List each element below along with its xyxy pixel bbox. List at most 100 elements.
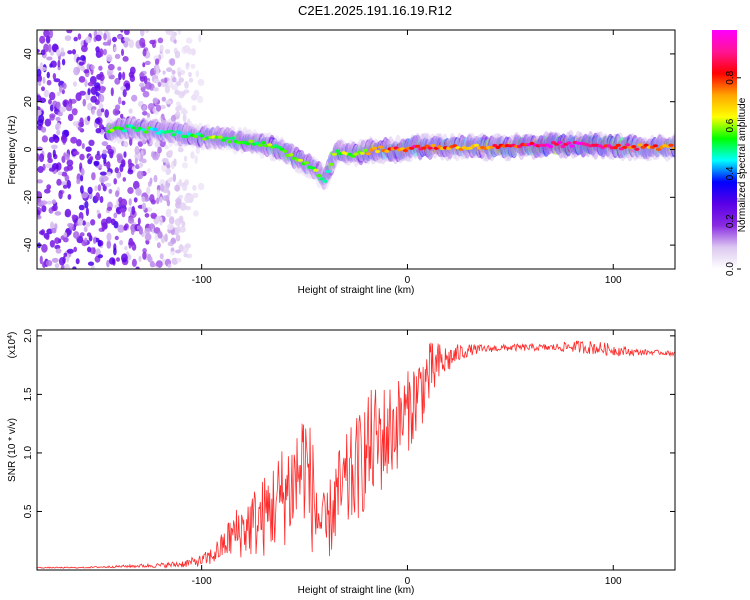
- spectrogram-noise-blob: [155, 215, 163, 221]
- spectrogram-noise-blob: [180, 69, 186, 75]
- figure-title: C2E1.2025.191.16.19.R12: [298, 3, 452, 18]
- spectrogram-noise-blob: [38, 153, 45, 163]
- spectrogram-x-tick-label: 100: [605, 275, 622, 286]
- spectrogram-noise-blob: [49, 104, 54, 112]
- spectrogram-noise-blob: [174, 50, 181, 59]
- spectrogram-noise-blob: [87, 81, 95, 87]
- spectrogram-ridge-core: [177, 131, 183, 135]
- spectrogram-noise-blob: [80, 174, 84, 182]
- spectrogram-noise-blob: [37, 146, 43, 151]
- spectrogram-noise-blob: [106, 240, 112, 249]
- spectrogram-noise-blob: [185, 62, 190, 67]
- spectrogram-noise-blob: [55, 122, 61, 131]
- spectrogram-noise-blob: [181, 162, 188, 169]
- spectrogram-noise-blob: [59, 85, 63, 93]
- spectrogram-noise-blob: [71, 108, 78, 116]
- spectrogram-noise-blob: [173, 39, 177, 44]
- spectrogram-noise-blob: [96, 150, 100, 156]
- spectrogram-noise-blob: [197, 78, 205, 86]
- spectrogram-noise-blob: [127, 254, 132, 261]
- spectrogram-noise-blob: [83, 226, 88, 233]
- spectrogram-ridge-core: [634, 147, 640, 151]
- spectrogram-noise-blob: [67, 194, 72, 200]
- spectrogram-noise-blob: [72, 49, 76, 55]
- spectrogram-noise-blob: [76, 139, 82, 147]
- spectrogram-noise-blob: [116, 172, 121, 179]
- spectrogram-noise-blob: [123, 151, 127, 158]
- spectrogram-ridge-core: [668, 143, 674, 147]
- spectrogram-noise-blob: [92, 237, 97, 245]
- spectrogram-noise-blob: [138, 226, 143, 235]
- spectrogram-ridge-core: [334, 149, 341, 153]
- snr-x-ticks: -100 0 100: [192, 330, 622, 587]
- spectrogram-noise-blob: [117, 224, 125, 233]
- snr-x-tick-label: 0: [405, 576, 411, 587]
- spectrogram-noise-blob: [99, 175, 106, 184]
- spectrogram-ridge-core: [640, 145, 646, 149]
- spectrogram-noise-blob: [81, 191, 88, 199]
- spectrogram-noise-blob: [160, 52, 164, 60]
- spectrogram-noise-blob: [190, 48, 196, 56]
- spectrogram-ridge-core: [331, 152, 337, 156]
- spectrogram-noise-blob: [65, 153, 70, 161]
- spectrogram-noise-blob: [170, 247, 175, 252]
- spectrogram-x-label: Height of straight line (km): [298, 285, 415, 296]
- spectrogram-noise-blob: [158, 54, 162, 61]
- spectrogram-noise-blob: [39, 230, 44, 235]
- spectrogram-noise-blob: [66, 30, 73, 34]
- spectrogram-noise-blob: [115, 104, 121, 111]
- spectrogram-ridge-core: [260, 141, 266, 145]
- spectrogram-ridge-core: [421, 146, 427, 150]
- spectrogram-noise-blob: [104, 182, 112, 187]
- spectrogram-noise-blob: [170, 114, 176, 123]
- snr-y-tick-label: 0.5: [23, 504, 34, 518]
- spectrogram-noise-blob: [45, 259, 53, 267]
- spectrogram-noise-blob: [41, 243, 48, 253]
- spectrogram-noise-blob: [121, 253, 128, 263]
- spectrogram-noise-blob: [167, 223, 174, 231]
- spectrogram-ridge-core: [359, 151, 365, 155]
- spectrogram-noise-blob: [42, 261, 46, 269]
- spectrogram-noise-blob: [184, 81, 189, 89]
- spectrogram-noise-blob: [54, 263, 60, 269]
- spectrogram-noise-blob: [51, 199, 57, 205]
- spectrogram-noise-blob: [145, 81, 152, 90]
- spectrogram-ridge-core: [402, 149, 408, 153]
- spectrogram-noise-blob: [70, 136, 78, 144]
- spectrogram-noise-blob: [77, 33, 82, 40]
- spectrogram-noise-blob: [66, 248, 74, 254]
- spectrogram-noise-blob: [42, 76, 46, 84]
- spectrogram-noise-blob: [127, 169, 134, 175]
- spectrogram-ridge-core: [625, 143, 631, 147]
- spectrogram-noise-blob: [84, 237, 88, 243]
- colorbar-tick-label: 0.8: [725, 70, 736, 84]
- spectrogram-noise-blob: [184, 194, 192, 204]
- spectrogram-noise-blob: [146, 186, 151, 196]
- spectrogram-noise-blob: [114, 167, 120, 174]
- spectrogram-noise-blob: [93, 161, 99, 167]
- spectrogram-noise-blob: [81, 45, 88, 53]
- colorbar-gradient: [712, 30, 737, 269]
- spectrogram-noise-blob: [168, 216, 175, 225]
- spectrogram-noise-blob: [176, 226, 181, 234]
- spectrogram-noise-blob: [107, 63, 115, 71]
- spectrogram-noise-blob: [63, 232, 68, 238]
- spectrogram-noise-blob: [56, 49, 61, 57]
- spectrogram-ridge-core: [304, 161, 310, 165]
- spectrogram-noise-blob: [160, 183, 165, 192]
- spectrogram-noise-blob: [167, 190, 171, 197]
- svg-text:(x104): (x104): [7, 332, 19, 359]
- spectrogram-noise-blob: [47, 43, 52, 53]
- colorbar-tick-label: 0.4: [725, 166, 736, 180]
- spectrogram-noise-blob: [91, 172, 96, 181]
- spectrogram-noise-blob: [77, 217, 83, 226]
- spectrogram-noise-blob: [145, 30, 150, 34]
- spectrogram-ridge-core: [371, 146, 378, 150]
- spectrogram-noise-blob: [180, 91, 186, 96]
- spectrogram-noise-blob: [39, 62, 44, 69]
- spectrogram-noise-blob: [143, 75, 148, 85]
- spectrogram-noise-blob: [106, 216, 112, 224]
- spectrogram-noise-blob: [118, 197, 123, 203]
- spectrogram-noise-blob: [67, 113, 74, 122]
- spectrogram-noise-blob: [190, 151, 195, 160]
